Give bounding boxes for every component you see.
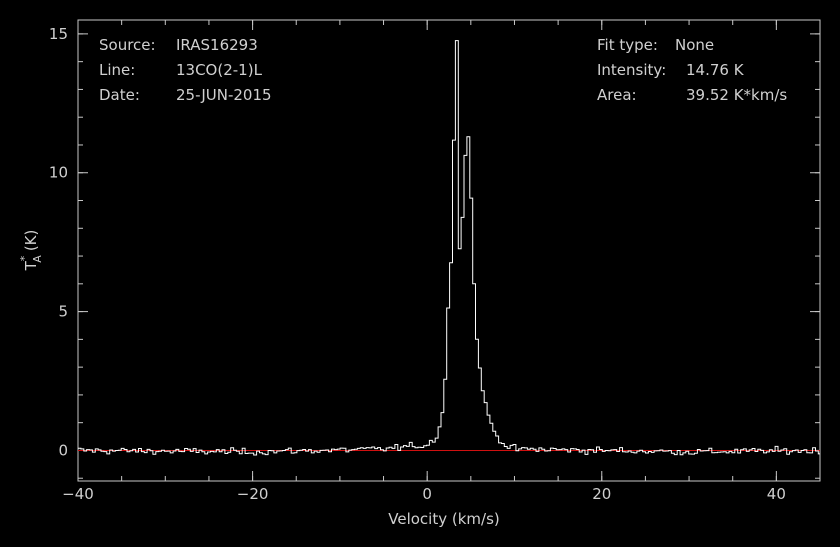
x-axis-label: Velocity (km/s) <box>388 510 499 528</box>
y-tick-label: 0 <box>58 441 68 459</box>
date-value: 25-JUN-2015 <box>176 86 272 104</box>
plot-frame <box>77 19 821 482</box>
tick-labels: −40 −20 0 20 40 0 5 10 15 <box>49 25 786 503</box>
date-label: Date: <box>99 86 140 104</box>
major-ticks <box>77 20 820 481</box>
area-label: Area: <box>597 86 637 104</box>
source-label: Source: <box>99 36 156 54</box>
x-tick-label: 40 <box>767 485 786 503</box>
line-label: Line: <box>99 61 136 79</box>
source-value: IRAS16293 <box>176 36 258 54</box>
spectrum-line <box>78 40 820 456</box>
area-value: 39.52 K*km/s <box>686 86 788 104</box>
line-value: 13CO(2-1)L <box>176 61 262 79</box>
y-tick-label: 10 <box>49 164 68 182</box>
x-tick-label: 20 <box>592 485 611 503</box>
x-tick-label: −20 <box>237 485 269 503</box>
y-tick-label: 5 <box>58 303 68 321</box>
intensity-label: Intensity: <box>597 61 667 79</box>
y-axis-label: T*A(K) <box>18 230 44 272</box>
x-tick-label: −40 <box>62 485 94 503</box>
fit-type-value: None <box>675 36 715 54</box>
x-tick-label: 0 <box>422 485 432 503</box>
fit-type-label: Fit type: <box>597 36 658 54</box>
intensity-value: 14.76 K <box>686 61 744 79</box>
y-tick-label: 15 <box>49 25 68 43</box>
